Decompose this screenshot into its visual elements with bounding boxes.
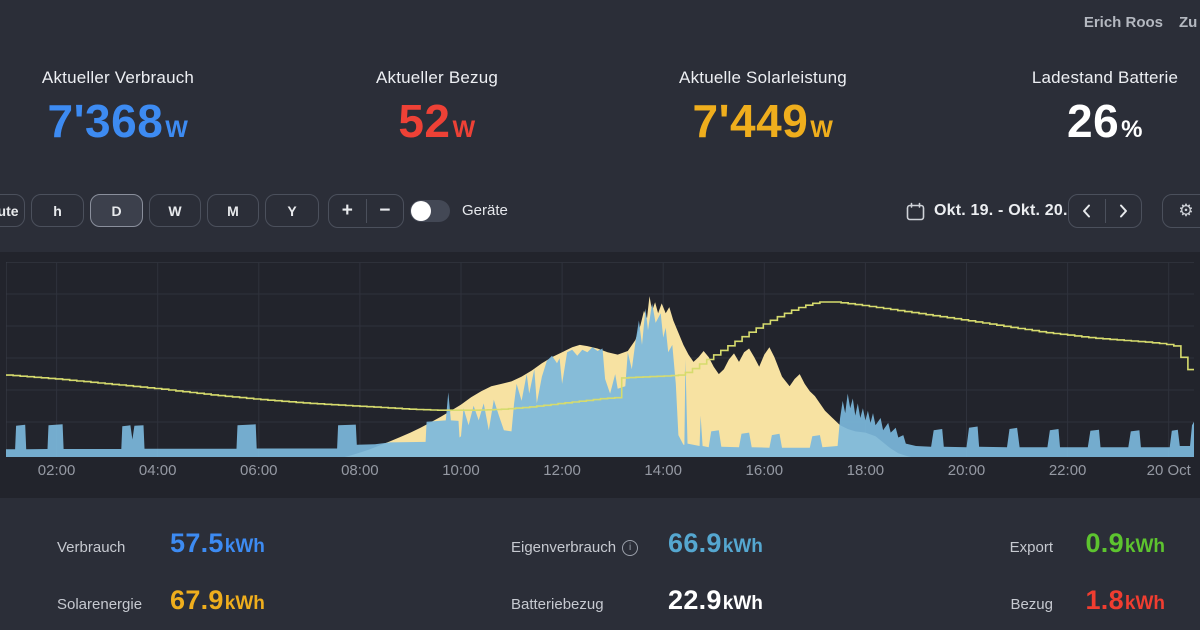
stat-value: 26%: [1032, 96, 1178, 147]
x-tick-label: 16:00: [745, 462, 784, 479]
summary-unit: kWh: [224, 536, 265, 557]
stat-card-batterie: Ladestand Batterie 26%: [1032, 68, 1178, 147]
range-button-day[interactable]: D: [90, 194, 143, 227]
x-tick-label: 12:00: [543, 462, 581, 479]
devices-toggle[interactable]: [410, 200, 450, 222]
devices-toggle-label: Geräte: [462, 202, 508, 219]
range-button-minute[interactable]: Minute: [0, 194, 25, 227]
x-tick-label: 10:00: [442, 462, 480, 479]
divider: [1104, 199, 1106, 223]
summary-batteriebezug: Batteriebezug 22.9kWh: [511, 585, 763, 616]
divider: [365, 199, 367, 223]
stat-unit: %: [1121, 116, 1144, 143]
summary-verbrauch: Verbrauch 57.5kWh: [57, 528, 265, 559]
zoom-button-group: + −: [328, 194, 404, 228]
x-tick-label: 14:00: [644, 462, 682, 479]
summary-value: 57.5kWh: [170, 528, 265, 559]
summary-label: Verbrauch: [57, 539, 126, 556]
x-tick-label: 22:00: [1048, 462, 1087, 479]
range-button-week[interactable]: W: [149, 194, 201, 227]
stat-number: 26: [1066, 95, 1120, 147]
summary-number: 1.8: [1085, 585, 1124, 615]
calendar-icon: [906, 202, 925, 220]
stat-label: Aktueller Verbrauch: [41, 68, 195, 87]
summary-label: Batteriebezug: [511, 596, 604, 613]
next-day-button[interactable]: [1106, 195, 1142, 227]
x-tick-label: 20:00: [947, 462, 986, 479]
summary-number: 22.9: [668, 585, 722, 615]
x-tick-label: 02:00: [37, 462, 76, 479]
chart-panel: 02:00 04:00 06:00 08:00 10:00 12:00 14:00 16:00…: [0, 252, 1200, 498]
summary-unit: kWh: [722, 593, 763, 614]
stat-card-verbrauch: Aktueller Verbrauch 7'368W: [42, 68, 194, 147]
stat-unit: W: [165, 116, 189, 143]
summary-label: Bezug: [1010, 596, 1053, 613]
summary-number: 57.5: [170, 528, 224, 558]
zoom-out-button[interactable]: −: [379, 200, 391, 221]
summary-number: 0.9: [1085, 528, 1124, 558]
summary-unit: kWh: [722, 536, 763, 557]
chevron-left-icon: [1083, 204, 1091, 218]
summary-number: 67.9: [170, 585, 224, 615]
stat-number: 7'449: [692, 95, 809, 147]
summary-unit: kWh: [1124, 536, 1165, 557]
settings-button[interactable]: ⚙: [1162, 194, 1200, 228]
power-chart[interactable]: [6, 262, 1194, 457]
summary-number: 66.9: [668, 528, 722, 558]
summary-solarenergie: Solarenergie 67.9kWh: [57, 585, 265, 616]
zoom-in-button[interactable]: +: [341, 200, 353, 221]
stat-unit: W: [452, 116, 476, 143]
date-nav-group: [1068, 194, 1142, 228]
x-tick-label: 20 Oct: [1146, 462, 1191, 479]
x-tick-label: 06:00: [239, 462, 278, 479]
range-button-month[interactable]: M: [207, 194, 259, 227]
summary-label: Export: [1009, 539, 1053, 556]
stat-label: Aktueller Bezug: [375, 68, 499, 87]
summary-label: Solarenergie: [57, 596, 143, 613]
stat-label: Ladestand Batterie: [1031, 68, 1179, 87]
summary-label: Eigenverbrauch i: [511, 539, 668, 556]
range-button-hour[interactable]: h: [31, 194, 84, 227]
summary-bezug: Bezug 1.8kWh: [900, 585, 1165, 616]
info-icon[interactable]: i: [622, 539, 639, 556]
range-button-row: Minute h D W M Y: [0, 194, 319, 227]
range-button-year[interactable]: Y: [265, 194, 319, 227]
summary-value: 0.9kWh: [1053, 528, 1165, 559]
stat-value: 7'449W: [679, 96, 847, 147]
summary-value: 22.9kWh: [668, 585, 763, 616]
x-tick-label: 04:00: [138, 462, 177, 479]
stat-label: Aktuelle Solarleistung: [679, 68, 847, 87]
truncated-nav-link[interactable]: Zu: [1179, 14, 1198, 31]
x-axis: 02:00 04:00 06:00 08:00 10:00 12:00 14:00 16:00…: [0, 252, 1200, 498]
summary-unit: kWh: [1124, 593, 1165, 614]
summary-label-text: Eigenverbrauch: [511, 539, 617, 556]
stat-value: 52W: [376, 96, 498, 147]
summary-value: 66.9kWh: [668, 528, 763, 559]
date-range-text: Okt. 19. - Okt. 20.: [934, 202, 1068, 219]
prev-day-button[interactable]: [1069, 195, 1105, 227]
stat-number: 52: [398, 95, 451, 147]
stat-number: 7'368: [47, 95, 164, 147]
user-name[interactable]: Erich Roos: [1083, 14, 1163, 31]
top-bar: Erich Roos Zu: [0, 0, 1200, 45]
stat-unit: W: [810, 116, 834, 143]
summary-value: 67.9kWh: [170, 585, 265, 616]
toggle-knob: [411, 201, 431, 221]
summary-value: 1.8kWh: [1053, 585, 1165, 616]
summary-unit: kWh: [224, 593, 265, 614]
summary-export: Export 0.9kWh: [900, 528, 1165, 559]
date-range-picker[interactable]: Okt. 19. - Okt. 20.: [906, 194, 1068, 228]
chevron-right-icon: [1119, 204, 1127, 218]
stat-card-solarleistung: Aktuelle Solarleistung 7'449W: [679, 68, 847, 147]
x-tick-label: 18:00: [846, 462, 885, 479]
summary-eigenverbrauch: Eigenverbrauch i 66.9kWh: [511, 528, 763, 559]
x-tick-label: 08:00: [341, 462, 379, 479]
stat-card-bezug: Aktueller Bezug 52W: [376, 68, 498, 147]
chart-toolbar: Minute h D W M Y + − Geräte Okt. 19. - O…: [0, 194, 1200, 228]
gear-icon: ⚙: [1178, 201, 1194, 221]
stat-value: 7'368W: [42, 96, 194, 147]
